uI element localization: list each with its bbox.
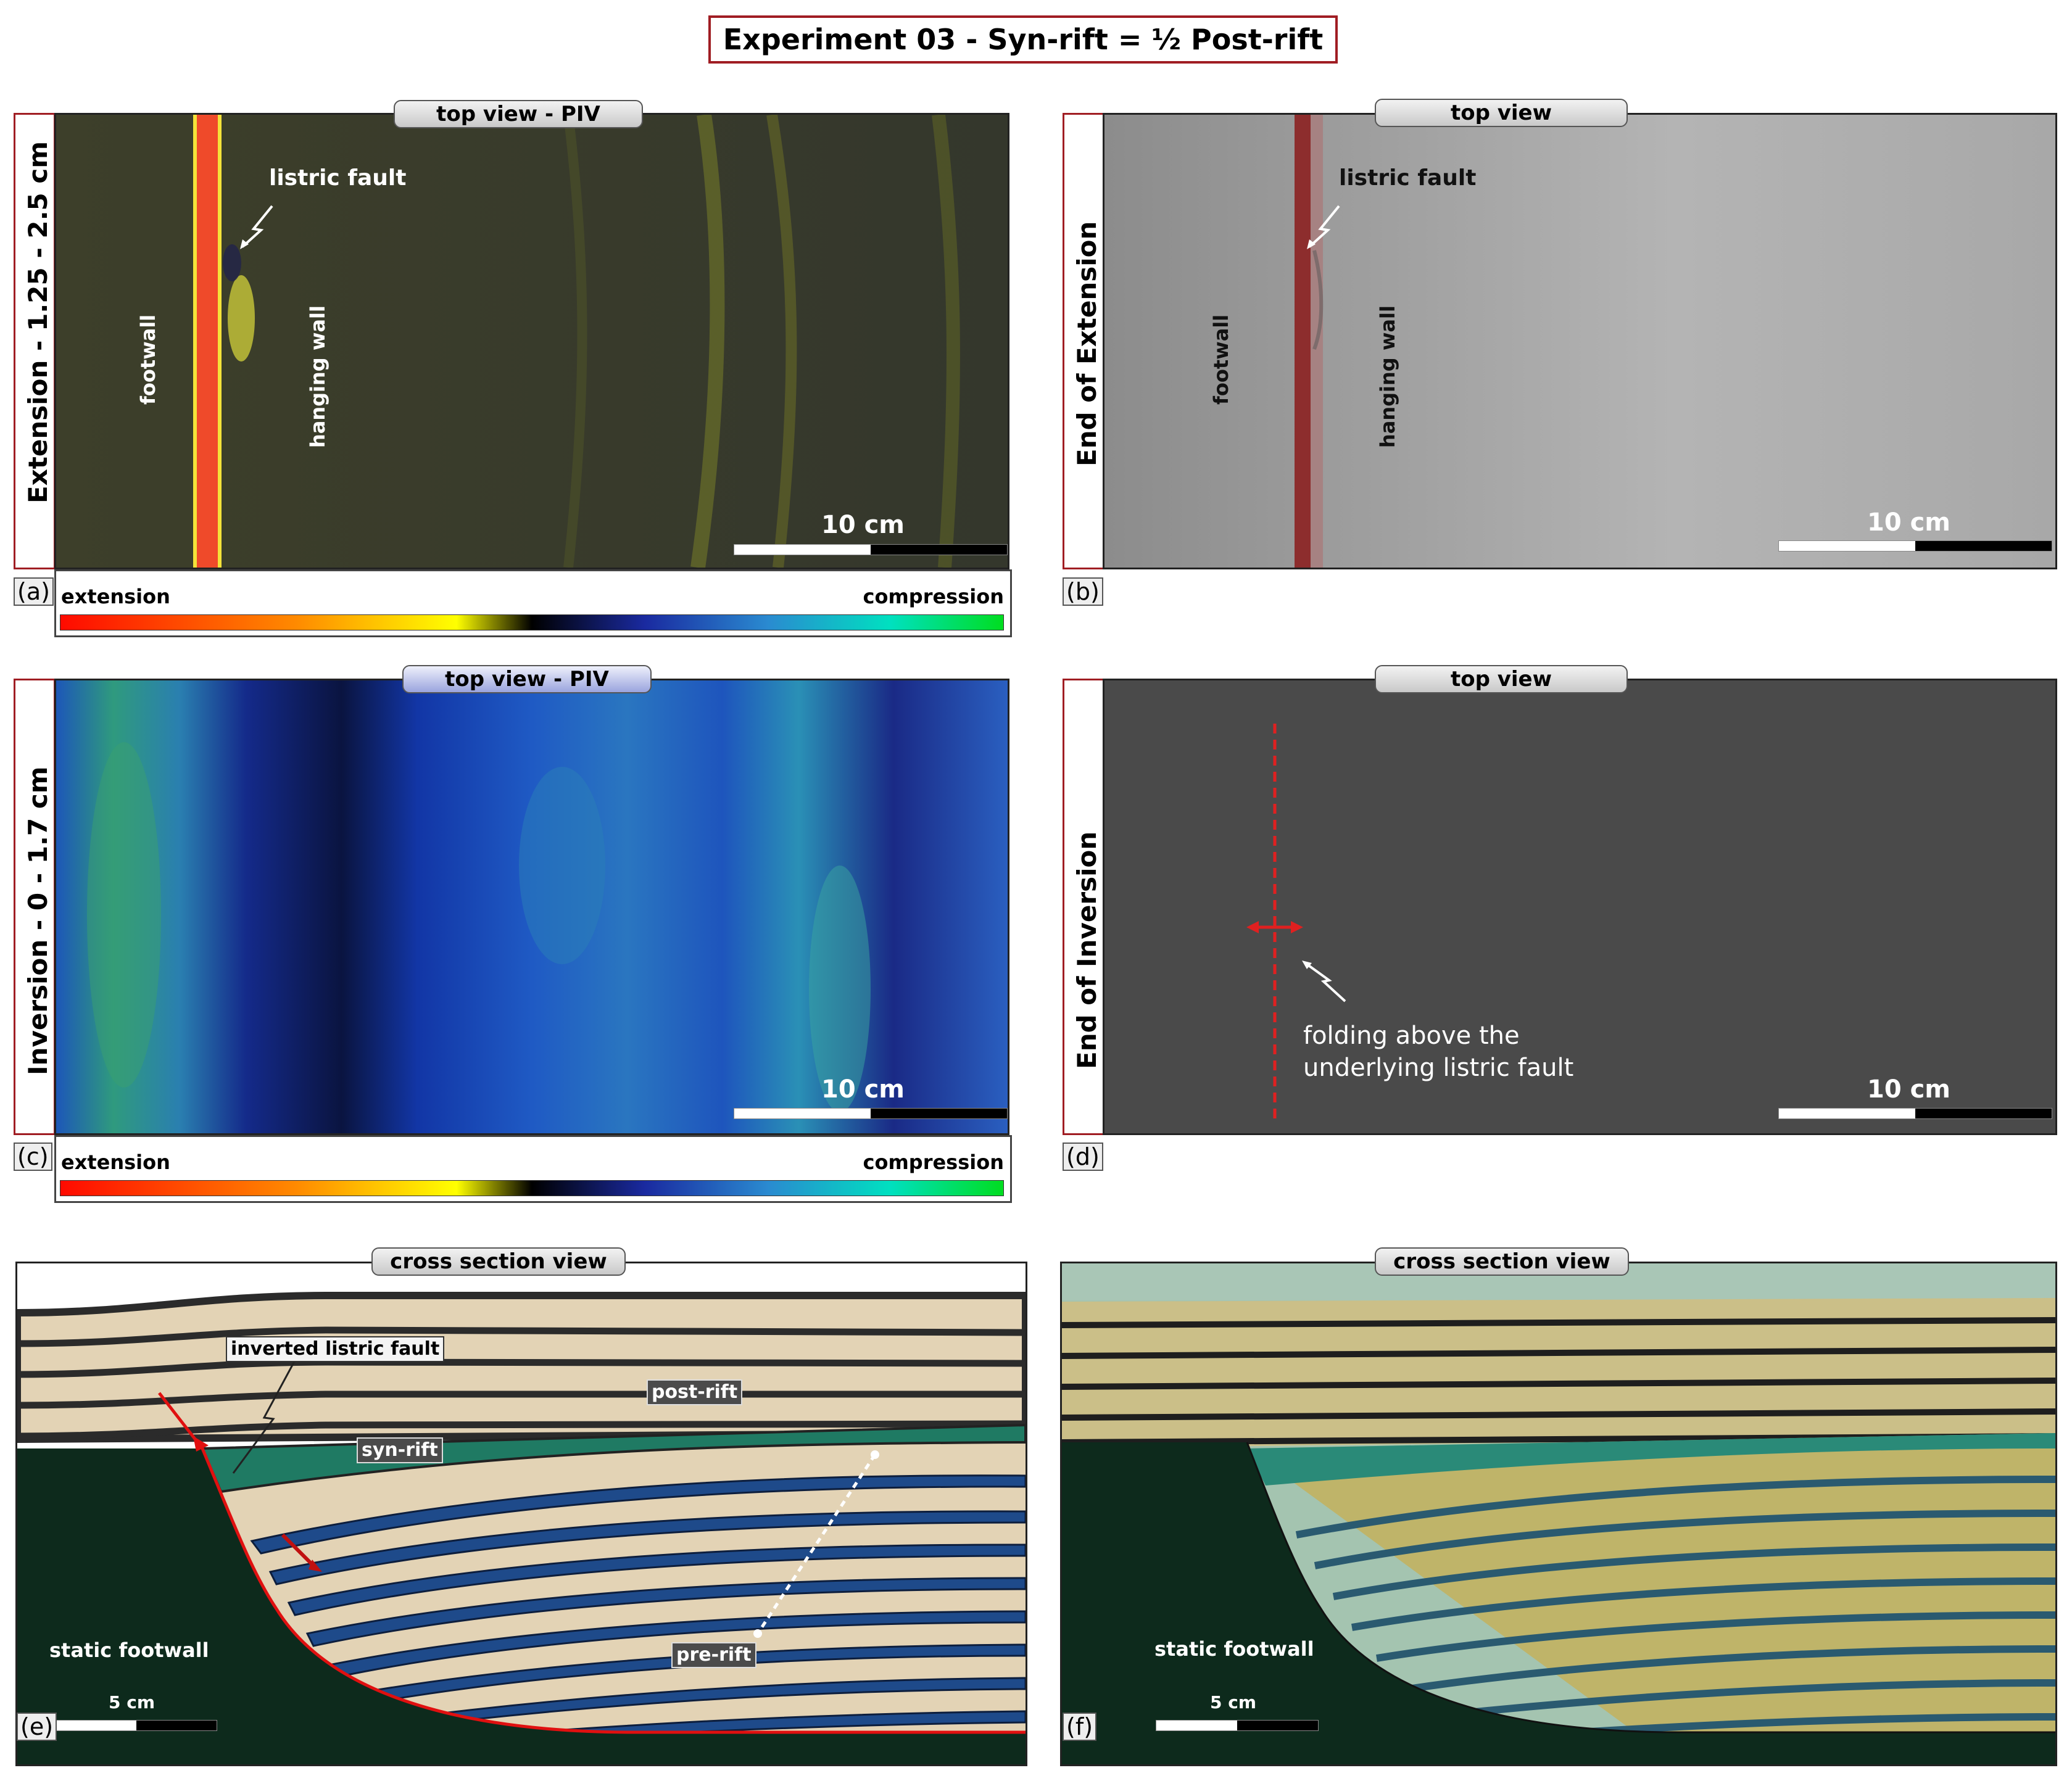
panel-c-scalebar <box>734 1108 1008 1119</box>
panel-a-fault-label: listric fault <box>269 165 407 191</box>
panel-c-pill: top view - PIV <box>402 665 652 693</box>
panel-f-scale-label: 5 cm <box>1210 1692 1257 1713</box>
panel-c-side-label: Inversion - 0 - 1.7 cm <box>23 766 53 1075</box>
panel-b-arrow-icon <box>1307 205 1340 249</box>
panel-f-pill: cross section view <box>1375 1247 1629 1276</box>
panel-e-fault-tag: inverted listric fault <box>226 1336 445 1362</box>
panel-a-letter: (a) <box>14 577 54 606</box>
panel-e-synrift-tag: syn-rift <box>357 1437 443 1463</box>
panel-b-fault-label: listric fault <box>1339 165 1477 191</box>
panel-b-image: listric fault footwall hanging wall 10 c… <box>1103 113 2057 569</box>
panel-c-scale-label: 10 cm <box>821 1075 905 1104</box>
panel-d-side-label: End of Inversion <box>1072 831 1102 1069</box>
figure-title-text: Experiment 03 - Syn-rift = ½ Post-rift <box>723 23 1324 56</box>
panel-d-side-box: End of Inversion <box>1063 679 1104 1135</box>
panel-d-annotation-line2: underlying listric fault <box>1303 1054 1574 1082</box>
panel-f-footwall-label: static footwall <box>1154 1637 1314 1661</box>
panel-d-photo <box>1246 724 1303 1118</box>
panel-c-colorbar: extension compression <box>54 1135 1012 1203</box>
panel-e-cross-section: inverted listric fault post-rift syn-rif… <box>15 1262 1027 1766</box>
panel-a-image: listric fault footwall hanging wall 10 c… <box>54 113 1009 569</box>
panel-a-cbar-right: compression <box>863 585 1004 608</box>
panel-b-pill: top view <box>1375 99 1628 127</box>
panel-b-scale-label: 10 cm <box>1867 508 1950 537</box>
panel-a-cbar-left: extension <box>61 585 170 608</box>
panel-f-letter: (f) <box>1063 1713 1097 1741</box>
panel-f-cross-section: static footwall 5 cm <box>1060 1262 2057 1766</box>
panel-b-hanging-label: hanging wall <box>1376 305 1399 448</box>
panel-c-cbar-left: extension <box>61 1151 170 1174</box>
figure-title: Experiment 03 - Syn-rift = ½ Post-rift <box>708 15 1338 64</box>
panel-a-side-label: Extension - 1.25 - 2.5 cm <box>23 141 53 503</box>
panel-e-footwall-label: static footwall <box>49 1638 209 1662</box>
panel-c-gradient <box>60 1180 1004 1196</box>
panel-d-image: folding above the underlying listric fau… <box>1103 679 2057 1135</box>
panel-c-letter: (c) <box>14 1143 52 1171</box>
panel-b-letter: (b) <box>1063 577 1103 606</box>
panel-c-image: 10 cm <box>54 679 1009 1135</box>
panel-e-pill: cross section view <box>371 1247 626 1276</box>
panel-e-scale-label: 5 cm <box>109 1692 155 1713</box>
panel-a-arrow-icon <box>240 205 273 249</box>
panel-c-cbar-right: compression <box>863 1151 1004 1174</box>
panel-e-postrift-tag: post-rift <box>647 1379 743 1405</box>
panel-b-scalebar <box>1778 540 2052 552</box>
panel-d-scale-label: 10 cm <box>1867 1075 1950 1104</box>
panel-a-gradient <box>60 614 1004 630</box>
panel-a-scale-label: 10 cm <box>821 511 905 539</box>
panel-d-pill: top view <box>1375 665 1628 693</box>
panel-b-photo <box>1295 115 1324 568</box>
panel-e-prerift-tag: pre-rift <box>671 1642 756 1668</box>
panel-b-footwall-label: footwall <box>1209 314 1233 405</box>
panel-d-annotation: folding above the underlying listric fau… <box>1303 1020 1573 1084</box>
panel-d-arrow-icon <box>1302 961 1346 1002</box>
panel-c-piv-map <box>56 680 1008 1133</box>
panel-b-side-label: End of Extension <box>1072 221 1102 466</box>
panel-f-scalebar <box>1156 1720 1319 1731</box>
panel-d-scalebar <box>1778 1108 2052 1119</box>
panel-a-piv-map <box>56 115 1008 568</box>
panel-a-footwall-label: footwall <box>136 314 160 405</box>
panel-e-diagram <box>17 1263 1026 1764</box>
panel-a-side-box: Extension - 1.25 - 2.5 cm <box>14 113 56 569</box>
panel-a-hanging-label: hanging wall <box>306 305 329 448</box>
panel-a-pill: top view - PIV <box>394 100 643 128</box>
panel-f-photo <box>1062 1263 2055 1764</box>
panel-c-side-box: Inversion - 0 - 1.7 cm <box>14 679 56 1135</box>
panel-b-side-box: End of Extension <box>1063 113 1104 569</box>
panel-a-scalebar <box>734 544 1008 555</box>
panel-d-letter: (d) <box>1063 1143 1103 1171</box>
panel-e-letter: (e) <box>17 1713 57 1741</box>
panel-e-scalebar <box>56 1720 217 1731</box>
panel-d-annotation-line1: folding above the <box>1303 1022 1520 1050</box>
panel-a-colorbar: extension compression <box>54 569 1012 637</box>
